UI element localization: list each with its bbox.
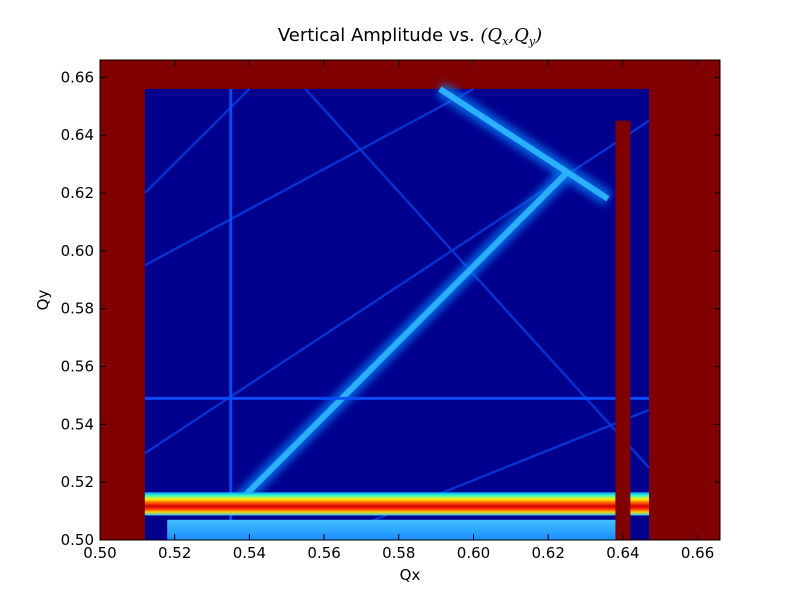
y-tick-label: 0.62: [61, 184, 94, 202]
y-tick-label: 0.54: [61, 415, 94, 433]
hot-band: [144, 492, 650, 516]
y-tick-label: 0.52: [61, 473, 94, 491]
y-tick-label: 0.50: [61, 531, 94, 549]
resonance-line-top-curve: [438, 86, 610, 202]
y-tick-label: 0.56: [61, 358, 94, 376]
data-region: [144, 88, 650, 540]
resonance-lines: [144, 86, 650, 540]
plot-area: [100, 60, 720, 540]
bottom-band: [167, 519, 623, 540]
x-tick-label: 0.62: [531, 544, 564, 562]
x-tick-label: 0.52: [158, 544, 191, 562]
x-axis-label: Qx: [400, 566, 421, 584]
x-tick-label: 0.60: [457, 544, 490, 562]
y-tick-label: 0.66: [61, 68, 94, 86]
y-tick-label: 0.58: [61, 300, 94, 318]
resonance-line-main-diagonal: [236, 170, 569, 505]
chart-title: Vertical Amplitude vs. (Qx,Qy): [278, 25, 542, 48]
axes-frame: [99, 59, 721, 541]
resonance-line-diag-5: [323, 408, 650, 540]
y-tick-label: 0.60: [61, 242, 94, 260]
y-axis-label: Qy: [34, 290, 52, 311]
x-ticks: 0.50 0.52 0.54 0.56 0.58 0.60 0.62 0.64 0.66: [83, 60, 714, 562]
x-tick-label: 0.66: [681, 544, 714, 562]
resonance-line-diag-4: [144, 87, 475, 267]
x-tick-label: 0.54: [233, 544, 266, 562]
x-tick-label: 0.58: [382, 544, 415, 562]
x-tick-label: 0.56: [307, 544, 340, 562]
x-tick-label: 0.50: [83, 544, 116, 562]
saturated-stripe: [615, 120, 631, 540]
resonance-line-diag-3: [304, 88, 650, 469]
y-tick-label: 0.64: [61, 126, 94, 144]
x-tick-label: 0.64: [606, 544, 639, 562]
y-ticks: 0.50 0.52 0.54 0.56 0.58 0.60 0.62 0.64 0.66: [61, 68, 720, 549]
